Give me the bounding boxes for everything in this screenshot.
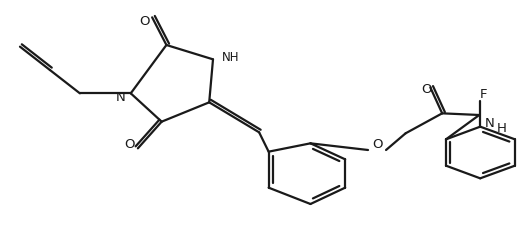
Text: F: F (480, 88, 487, 101)
Text: O: O (139, 15, 150, 28)
Text: H: H (496, 123, 506, 136)
Text: O: O (421, 83, 431, 96)
Text: N: N (116, 91, 126, 104)
Text: NH: NH (222, 51, 240, 64)
Text: O: O (372, 137, 382, 151)
Text: O: O (124, 138, 135, 151)
Text: N: N (484, 116, 494, 130)
